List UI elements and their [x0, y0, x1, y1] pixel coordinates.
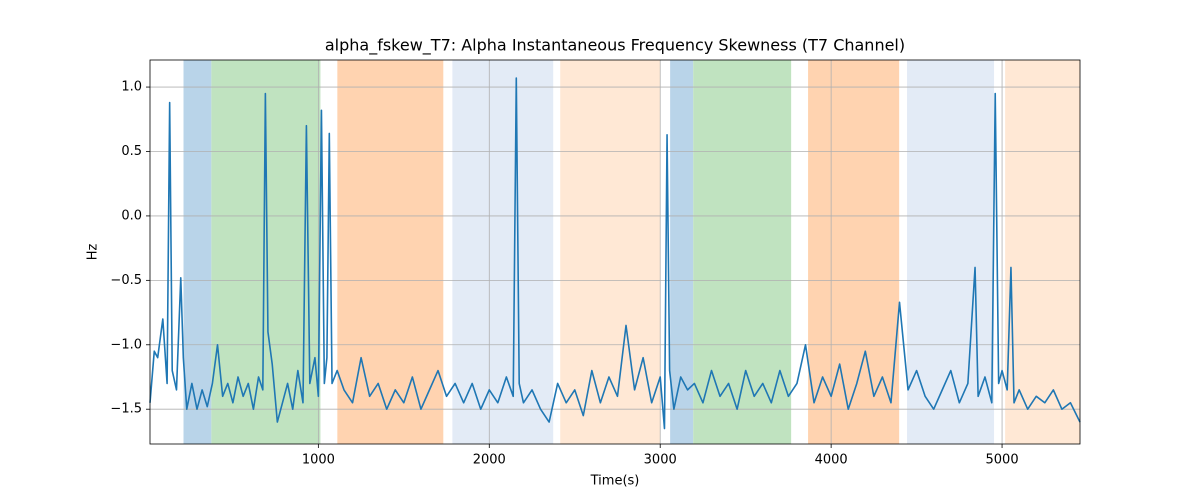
y-tick-label: 1.0	[121, 80, 142, 95]
plot-frame	[149, 59, 1081, 445]
y-tick-label: −1.0	[110, 337, 142, 352]
x-tick-label: 5000	[986, 453, 1019, 468]
x-tick-label: 4000	[815, 453, 848, 468]
shaded-span	[1005, 60, 1080, 444]
shaded-span	[670, 60, 694, 444]
shaded-span	[560, 60, 661, 444]
y-tick-label: −1.5	[110, 402, 142, 417]
y-axis-label: Hz	[86, 244, 101, 261]
x-tick-label: 1000	[302, 453, 335, 468]
shaded-span	[452, 60, 554, 444]
y-tick-label: −0.5	[110, 273, 142, 288]
shaded-span	[907, 60, 995, 444]
y-tick-label: 0.0	[121, 208, 142, 223]
x-tick-label: 2000	[473, 453, 506, 468]
x-axis-label: Time(s)	[590, 474, 640, 489]
x-tick-label: 3000	[644, 453, 677, 468]
y-tick-label: 0.5	[121, 144, 142, 159]
data-line	[149, 77, 1081, 430]
shaded-span	[337, 60, 444, 444]
chart-title: alpha_fskew_T7: Alpha Instantaneous Freq…	[325, 36, 905, 56]
shaded-span	[183, 60, 212, 444]
